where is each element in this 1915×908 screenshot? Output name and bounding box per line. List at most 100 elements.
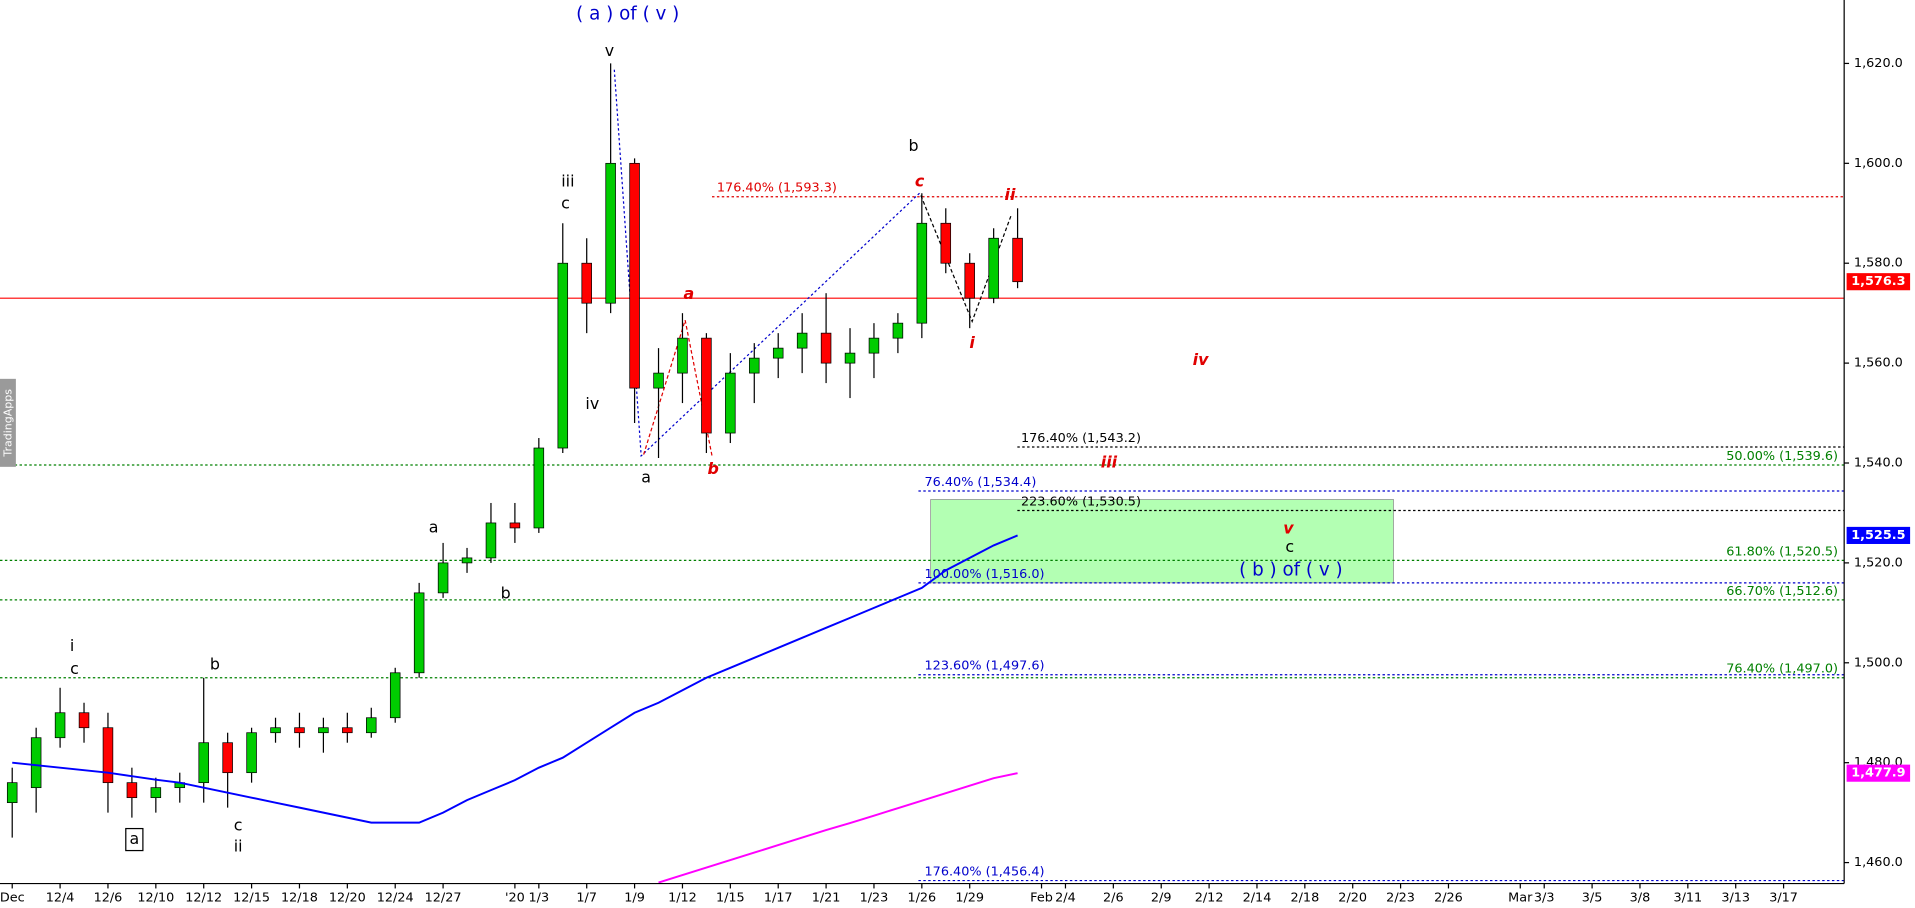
- x-tick-label: 12/27: [425, 891, 462, 906]
- candle-body: [964, 262, 975, 299]
- wave-label: b: [708, 459, 719, 478]
- candle-body: [629, 162, 640, 389]
- candle-body: [342, 727, 353, 734]
- candle-body: [701, 337, 712, 434]
- wave-label: c: [70, 659, 79, 678]
- wave-label: ii: [1005, 185, 1016, 204]
- wave-label: ( b ) of ( v ): [1239, 560, 1343, 581]
- wave-label: c: [561, 194, 570, 213]
- candle-body: [270, 727, 281, 734]
- candle-body: [509, 522, 521, 529]
- y-tick-label: 1,580.0: [1854, 256, 1903, 271]
- x-tick-label: 3/5: [1582, 891, 1603, 906]
- candle-body: [413, 592, 425, 674]
- x-tick-label: 12/4: [46, 891, 75, 906]
- candle-body: [820, 332, 832, 364]
- levels-layer: 176.40% (1,593.3) 176.40% (1,543.2) 223.60…: [0, 181, 1845, 882]
- wave-label: iii: [561, 172, 574, 191]
- x-tick-label: 1/12: [668, 891, 697, 906]
- x-tick-label: 1/15: [716, 891, 745, 906]
- x-tick-label: 1/23: [860, 891, 889, 906]
- wave-label: a: [429, 517, 439, 536]
- moving-average: [658, 772, 1018, 884]
- candle-body: [485, 522, 497, 559]
- price-badge: [1846, 764, 1911, 782]
- fib-label: 66.70% (1,512.6): [1726, 584, 1838, 599]
- x-tick-label: 12/18: [281, 891, 318, 906]
- x-tick-label: 12/24: [377, 891, 414, 906]
- x-tick-label: 1/26: [907, 891, 936, 906]
- moving-average: [12, 534, 1018, 824]
- candle-body: [749, 357, 760, 374]
- price-badge-label: 1,525.5: [1851, 528, 1905, 543]
- price-badge: [1846, 526, 1911, 544]
- x-tick-label: 12/12: [185, 891, 222, 906]
- wave-line: [920, 195, 1012, 324]
- x-tick-label: 1/21: [812, 891, 841, 906]
- wave-label: a: [683, 284, 694, 303]
- x-tick-label: 3/11: [1673, 891, 1702, 906]
- x-tick-label: 12/15: [233, 891, 270, 906]
- target-zone: [930, 499, 1394, 584]
- candles-layer: [6, 63, 1023, 838]
- candle-body: [126, 782, 138, 799]
- x-tick-label: 1/29: [955, 891, 984, 906]
- candle-body: [6, 782, 18, 804]
- x-tick-label: 2/23: [1386, 891, 1415, 906]
- candle-body: [78, 712, 90, 729]
- watermark: TradingApps: [2, 389, 15, 458]
- fib-label: 76.40% (1,497.0): [1726, 662, 1838, 677]
- x-tick-label: 2/12: [1195, 891, 1224, 906]
- candle-body: [102, 727, 114, 784]
- candle-body: [892, 322, 904, 339]
- wave-label: iii: [1101, 453, 1118, 472]
- price-badge-label: 1,576.3: [1851, 274, 1905, 289]
- candle-body: [605, 162, 616, 304]
- y-tick-label: 1,540.0: [1854, 456, 1903, 471]
- wave-label: a: [641, 467, 651, 486]
- x-tick-label: 1/17: [764, 891, 793, 906]
- wave-label: i: [70, 636, 74, 655]
- candle-body: [940, 222, 952, 264]
- x-tick-label: 1/9: [624, 891, 645, 906]
- x-tick-label: 3/13: [1721, 891, 1750, 906]
- zone-layer: [930, 499, 1394, 584]
- candle-body: [198, 742, 209, 784]
- candle-body: [796, 332, 808, 349]
- wave-label: ii: [234, 836, 243, 855]
- candle-body: [772, 347, 784, 359]
- fib-label: 223.60% (1,530.5): [1021, 494, 1141, 509]
- candle-body: [222, 742, 233, 774]
- candle-body: [581, 262, 592, 304]
- candle-body: [844, 352, 856, 364]
- fib-label: 61.80% (1,520.5): [1726, 544, 1838, 559]
- candle-body: [916, 222, 928, 324]
- candle-body: [318, 727, 329, 734]
- candle-body: [246, 732, 257, 774]
- x-tick-label: Feb: [1030, 891, 1053, 906]
- wave-label: b: [501, 583, 511, 602]
- wave-line: [613, 69, 921, 458]
- y-tick-label: 1,620.0: [1854, 56, 1903, 71]
- x-tick-label: 3/8: [1630, 891, 1651, 906]
- candle-body: [389, 672, 401, 719]
- candle-body: [461, 557, 473, 564]
- fib-label: 176.40% (1,456.4): [925, 865, 1045, 880]
- x-tick-label: 3/3: [1534, 891, 1555, 906]
- price-badge: [1846, 273, 1911, 291]
- wave-label: a: [129, 829, 139, 848]
- candle-body: [54, 712, 66, 739]
- fib-label: 123.60% (1,497.6): [925, 659, 1045, 674]
- candle-body: [533, 447, 545, 529]
- watermark-tab: TradingApps: [0, 378, 16, 467]
- x-tick-label: 12/6: [94, 891, 123, 906]
- candle-body: [150, 787, 162, 799]
- y-tick-label: 1,500.0: [1854, 655, 1903, 670]
- fib-label: 176.40% (1,543.2): [1021, 431, 1141, 446]
- watermark-box: [0, 378, 16, 467]
- wave-label: c: [1285, 537, 1294, 556]
